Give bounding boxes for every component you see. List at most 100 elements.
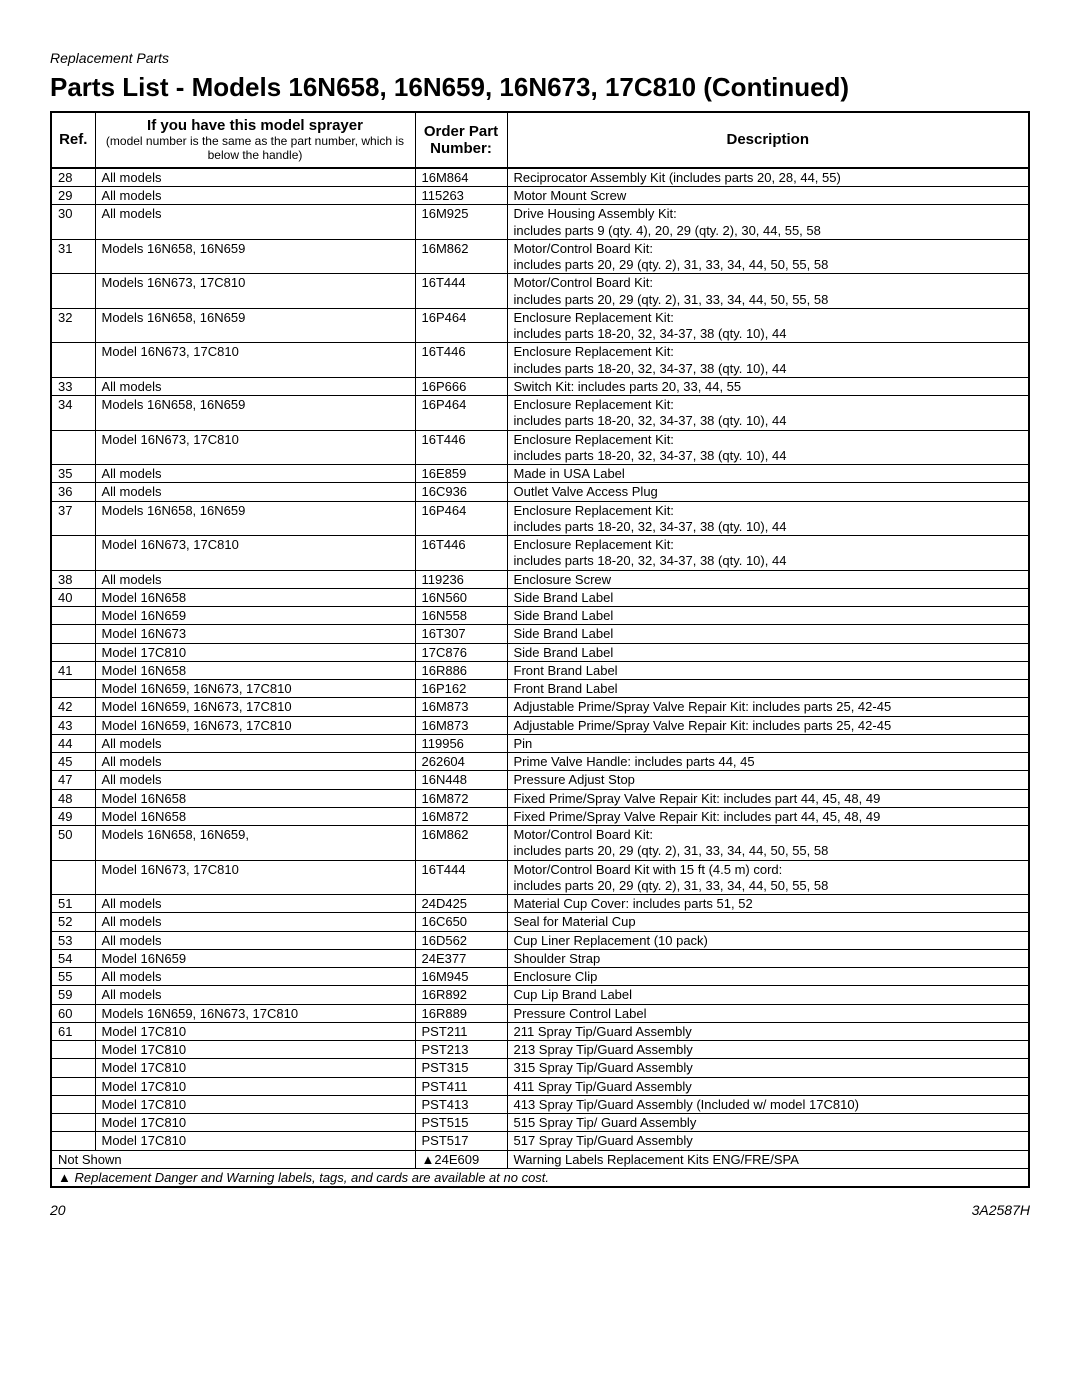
table-row: 43Model 16N659, 16N673, 17C81016M873Adju…: [51, 716, 1029, 734]
cell-ref: 29: [51, 187, 95, 205]
col-ref: Ref.: [51, 112, 95, 168]
table-row: Model 17C810PST413413 Spray Tip/Guard As…: [51, 1095, 1029, 1113]
table-row: 55All models16M945Enclosure Clip: [51, 968, 1029, 986]
table-row: Model 16N673, 17C81016T446Enclosure Repl…: [51, 343, 1029, 378]
cell-ref: 34: [51, 396, 95, 431]
cell-model: Model 16N659: [95, 607, 415, 625]
cell-part: 16P464: [415, 396, 507, 431]
cell-part: 16R886: [415, 661, 507, 679]
col-model-sub: (model number is the same as the part nu…: [102, 134, 409, 163]
cell-desc: Motor/Control Board Kit with 15 ft (4.5 …: [507, 860, 1029, 895]
table-row: 44All models119956Pin: [51, 734, 1029, 752]
table-row: 49Model 16N65816M872Fixed Prime/Spray Va…: [51, 807, 1029, 825]
table-row: Model 17C810PST515515 Spray Tip/ Guard A…: [51, 1114, 1029, 1132]
cell-model: All models: [95, 377, 415, 395]
table-row: 54Model 16N65924E377Shoulder Strap: [51, 949, 1029, 967]
cell-desc: Fixed Prime/Spray Valve Repair Kit: incl…: [507, 789, 1029, 807]
cell-desc: Drive Housing Assembly Kit:includes part…: [507, 205, 1029, 240]
cell-model: Model 17C810: [95, 1114, 415, 1132]
cell-ref: 55: [51, 968, 95, 986]
table-row: Model 16N673, 17C81016T446Enclosure Repl…: [51, 430, 1029, 465]
cell-ref: 48: [51, 789, 95, 807]
cell-model: All models: [95, 968, 415, 986]
cell-ref: [51, 1132, 95, 1150]
cell-desc: Enclosure Replacement Kit:includes parts…: [507, 396, 1029, 431]
cell-part: 16R892: [415, 986, 507, 1004]
cell-model: Models 16N658, 16N659: [95, 239, 415, 274]
cell-desc: Enclosure Replacement Kit:includes parts…: [507, 536, 1029, 571]
cell-model: Models 16N658, 16N659: [95, 308, 415, 343]
table-row: Model 16N673, 17C81016T446Enclosure Repl…: [51, 536, 1029, 571]
table-row: Not Shown▲24E609Warning Labels Replaceme…: [51, 1150, 1029, 1168]
cell-desc: Enclosure Screw: [507, 570, 1029, 588]
cell-model: Model 16N659: [95, 949, 415, 967]
cell-part: PST213: [415, 1041, 507, 1059]
cell-model: Model 16N658: [95, 588, 415, 606]
cell-part: 16M872: [415, 789, 507, 807]
table-row: 45All models262604Prime Valve Handle: in…: [51, 753, 1029, 771]
cell-ref: 40: [51, 588, 95, 606]
cell-part: 24E377: [415, 949, 507, 967]
cell-desc: Fixed Prime/Spray Valve Repair Kit: incl…: [507, 807, 1029, 825]
cell-ref-model: Not Shown: [51, 1150, 415, 1168]
cell-ref: 30: [51, 205, 95, 240]
col-part-main: Order Part: [424, 123, 498, 140]
cell-ref: 59: [51, 986, 95, 1004]
page-title: Parts List - Models 16N658, 16N659, 16N6…: [50, 72, 1030, 103]
cell-part: 119956: [415, 734, 507, 752]
section-label: Replacement Parts: [50, 50, 1030, 66]
cell-part: ▲24E609: [415, 1150, 507, 1168]
cell-desc: Pin: [507, 734, 1029, 752]
cell-model: All models: [95, 205, 415, 240]
cell-model: Model 17C810: [95, 1041, 415, 1059]
cell-desc: Warning Labels Replacement Kits ENG/FRE/…: [507, 1150, 1029, 1168]
cell-ref: 28: [51, 168, 95, 187]
cell-desc: Enclosure Clip: [507, 968, 1029, 986]
table-row: Model 17C810PST315315 Spray Tip/Guard As…: [51, 1059, 1029, 1077]
table-row: 35All models16E859Made in USA Label: [51, 465, 1029, 483]
table-row: 48Model 16N65816M872Fixed Prime/Spray Va…: [51, 789, 1029, 807]
cell-part: 16T446: [415, 430, 507, 465]
cell-desc: Made in USA Label: [507, 465, 1029, 483]
cell-desc: Reciprocator Assembly Kit (includes part…: [507, 168, 1029, 187]
footer-page-number: 20: [50, 1202, 66, 1218]
cell-part: 16T446: [415, 343, 507, 378]
cell-ref: [51, 680, 95, 698]
page-footer: 20 3A2587H: [50, 1202, 1030, 1218]
table-row: 36All models16C936Outlet Valve Access Pl…: [51, 483, 1029, 501]
cell-part: 16M872: [415, 807, 507, 825]
cell-part: PST517: [415, 1132, 507, 1150]
cell-ref: 31: [51, 239, 95, 274]
footnote-text: ▲ Replacement Danger and Warning labels,…: [51, 1168, 1029, 1187]
page: Replacement Parts Parts List - Models 16…: [0, 0, 1080, 1248]
table-row: Models 16N673, 17C81016T444Motor/Control…: [51, 274, 1029, 309]
table-row: Model 17C810PST213213 Spray Tip/Guard As…: [51, 1041, 1029, 1059]
cell-ref: [51, 607, 95, 625]
cell-model: All models: [95, 483, 415, 501]
cell-ref: 36: [51, 483, 95, 501]
table-row: 59All models16R892Cup Lip Brand Label: [51, 986, 1029, 1004]
cell-model: Model 16N673, 17C810: [95, 430, 415, 465]
table-row: Model 16N659, 16N673, 17C81016P162Front …: [51, 680, 1029, 698]
table-row: 50Models 16N658, 16N659,16M862Motor/Cont…: [51, 826, 1029, 861]
table-row: 34Models 16N658, 16N65916P464Enclosure R…: [51, 396, 1029, 431]
cell-desc: Pressure Control Label: [507, 1004, 1029, 1022]
cell-part: 16T446: [415, 536, 507, 571]
cell-model: All models: [95, 570, 415, 588]
table-row: 30All models16M925Drive Housing Assembly…: [51, 205, 1029, 240]
col-desc: Description: [507, 112, 1029, 168]
cell-desc: Side Brand Label: [507, 625, 1029, 643]
cell-part: 16C650: [415, 913, 507, 931]
table-row: 40Model 16N65816N560Side Brand Label: [51, 588, 1029, 606]
cell-part: 16C936: [415, 483, 507, 501]
cell-part: 16T307: [415, 625, 507, 643]
cell-model: Model 17C810: [95, 1059, 415, 1077]
cell-model: Model 16N658: [95, 807, 415, 825]
cell-part: 16M925: [415, 205, 507, 240]
cell-model: Model 17C810: [95, 643, 415, 661]
cell-model: All models: [95, 931, 415, 949]
cell-part: PST211: [415, 1022, 507, 1040]
cell-part: 16M864: [415, 168, 507, 187]
cell-desc: Pressure Adjust Stop: [507, 771, 1029, 789]
cell-part: 16T444: [415, 860, 507, 895]
